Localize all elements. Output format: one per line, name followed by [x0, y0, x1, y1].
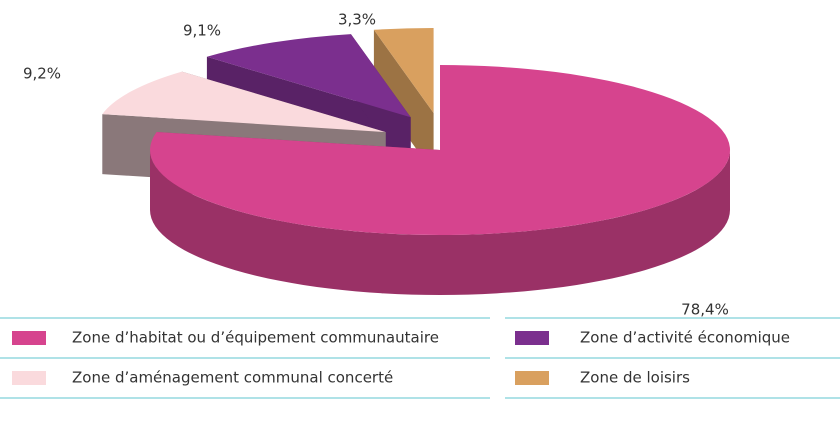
slice-wall	[150, 150, 730, 295]
legend-swatch	[515, 371, 549, 385]
slice-side	[373, 29, 434, 173]
slice	[102, 71, 386, 133]
legend-label: Zone d’aménagement communal concerté	[72, 369, 393, 387]
legend-swatch	[12, 371, 46, 385]
data-label: 78,4%	[681, 301, 729, 319]
data-label: 3,3%	[338, 11, 376, 29]
legend-label: Zone d’habitat ou d’équipement communaut…	[72, 329, 439, 347]
legend-rules	[0, 317, 840, 399]
legend-label: Zone de loisirs	[580, 369, 690, 387]
slice	[206, 34, 411, 118]
legend-swatch	[515, 331, 549, 345]
legend-label: Zone d’activité économique	[580, 329, 790, 347]
data-label: 9,2%	[23, 65, 61, 83]
slice	[373, 27, 434, 113]
data-label: 9,1%	[183, 22, 221, 40]
legend-swatch	[12, 331, 46, 345]
slice	[150, 65, 731, 236]
